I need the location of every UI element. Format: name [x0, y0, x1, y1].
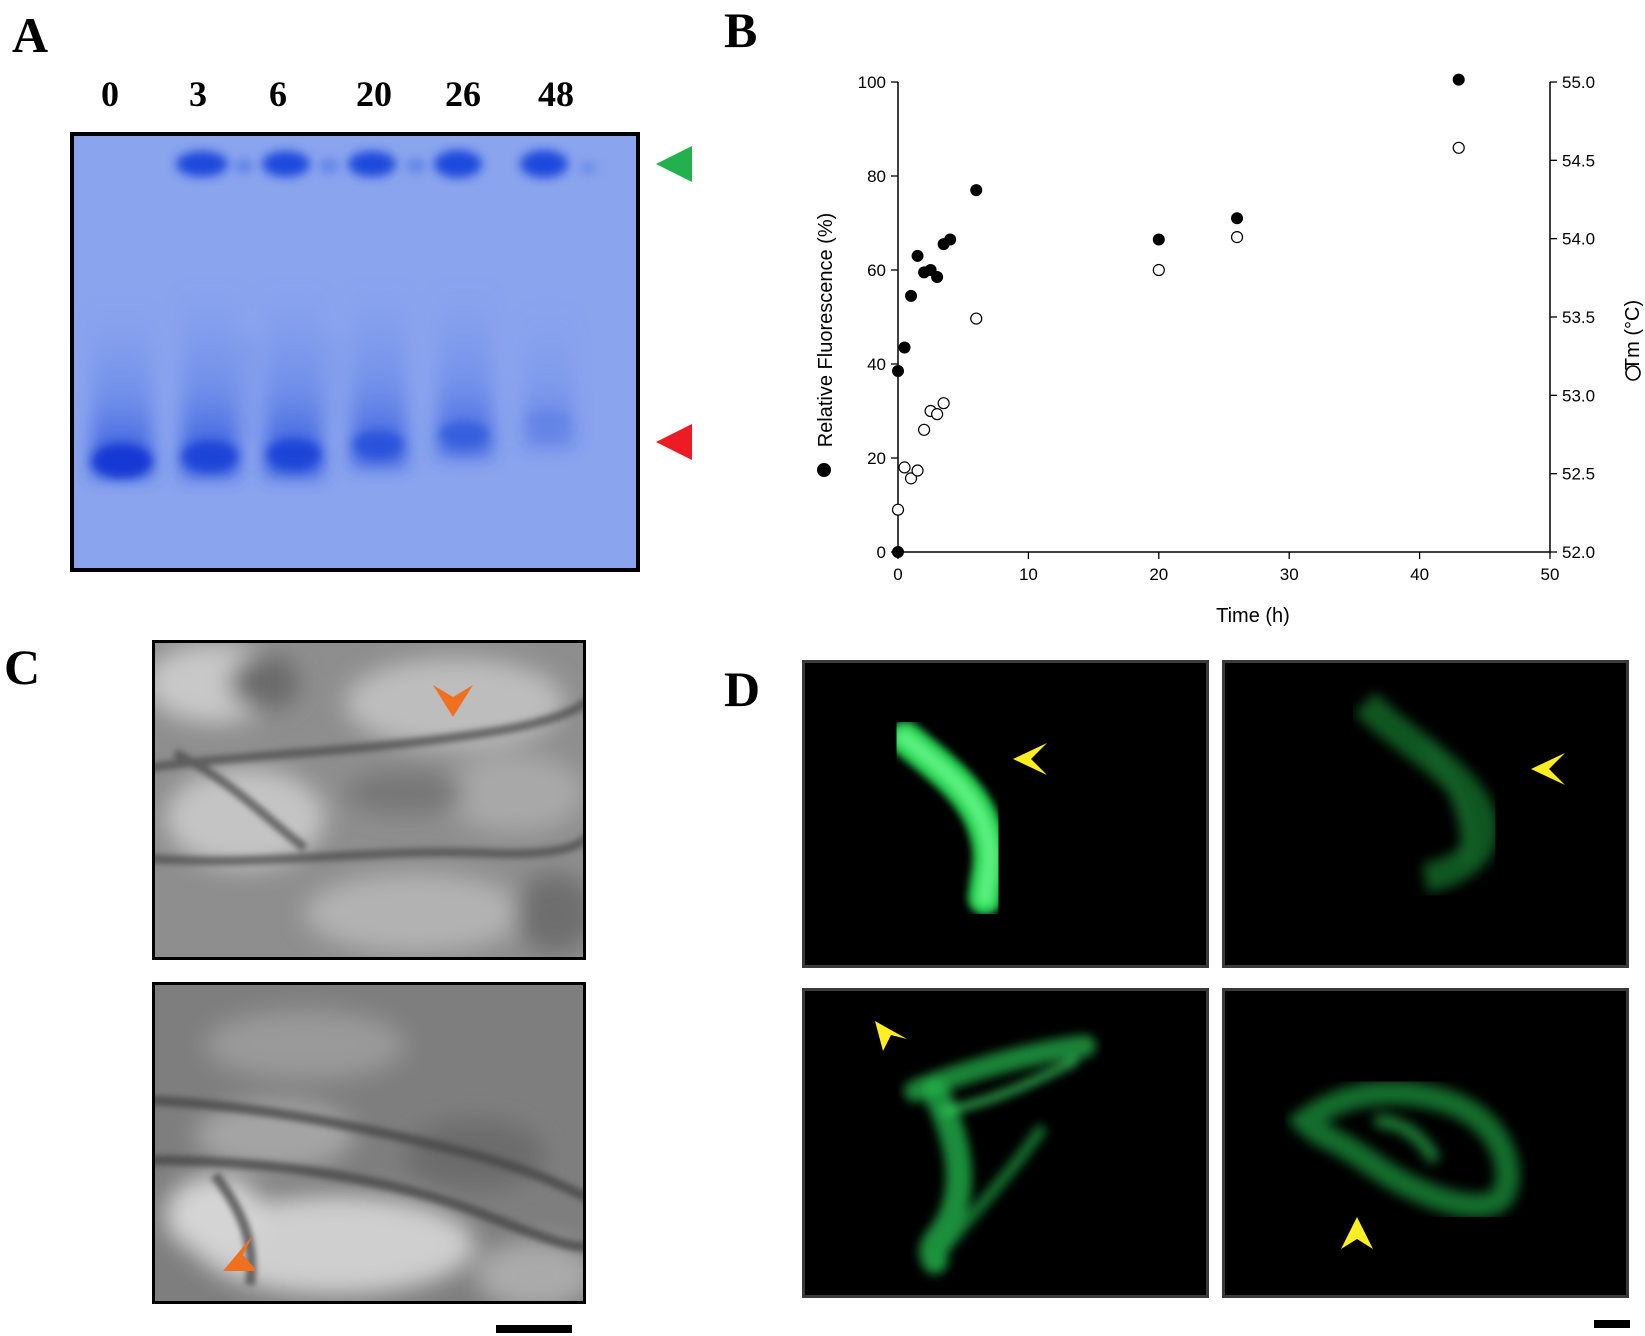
y-tick-label: 20 [867, 449, 886, 468]
x-tick-label: 0 [893, 565, 902, 584]
tem-image-top [152, 640, 586, 960]
upper-band-marker-icon [656, 146, 692, 182]
fibril-arrowhead-icon [433, 685, 473, 717]
fluorescence-data-point [944, 233, 957, 246]
lower-band-marker-icon [656, 424, 692, 460]
fluorescence-data-point [905, 289, 918, 302]
fluorescence-data-point [931, 271, 944, 284]
y-axis-legend-filled-circle-icon [817, 463, 831, 477]
gel-monomer-bands [92, 410, 570, 478]
lane-label-3: 3 [189, 74, 207, 114]
amyloid-arrowhead-icon [875, 1021, 907, 1051]
red-triangle-icon [656, 424, 692, 460]
fluorescence-image-bottom-left [802, 988, 1209, 1298]
lane-label-6: 6 [269, 74, 287, 114]
tm-data-point [898, 461, 911, 474]
y2-tick-label: 52.0 [1562, 543, 1595, 562]
fibril-arrowhead-icon [223, 1235, 257, 1271]
lane-label-20: 20 [356, 74, 392, 114]
tm-data-point [931, 408, 944, 421]
fluorescence-data-point [911, 249, 924, 262]
sds-page-gel-image [70, 132, 640, 572]
tm-data-point [970, 312, 983, 325]
y2-tick-label: 54.5 [1562, 151, 1595, 170]
fluorescence-image-top-right [1222, 660, 1629, 968]
y2-tick-label: 52.5 [1562, 465, 1595, 484]
fluorescence-image-top-left [802, 660, 1209, 968]
tm-data-point [904, 472, 918, 485]
fluorescence-data-point [1231, 212, 1244, 225]
y2-axis-title: Tm (°C) [1622, 300, 1644, 370]
tm-data-point [891, 503, 905, 516]
tem-image-bottom [152, 982, 586, 1304]
y2-axis-legend-open-circle-icon [1625, 365, 1641, 381]
fluorescence-data-point [892, 546, 904, 558]
panel-c-label: C [4, 639, 41, 695]
tm-data-point [911, 464, 924, 477]
y-tick-label: 80 [867, 167, 886, 186]
tm-data-point [1452, 141, 1465, 154]
panel-d-label: D [724, 661, 761, 717]
fluorescence-data-point [892, 365, 904, 378]
gel-top-bands [176, 150, 597, 178]
x-tick-label: 10 [1019, 565, 1038, 584]
y-tick-label: 0 [877, 543, 886, 562]
fluorescence-image-bottom-right [1222, 988, 1629, 1298]
y2-tick-label: 53.5 [1562, 308, 1595, 327]
tm-data-point [917, 423, 931, 436]
y2-tick-label: 53.0 [1562, 386, 1595, 405]
panel-d-scale-bar [1594, 1320, 1630, 1328]
lane-label-26: 26 [445, 74, 481, 114]
x-tick-label: 20 [1149, 565, 1168, 584]
x-tick-label: 40 [1410, 565, 1429, 584]
panel-b-label: B [724, 2, 758, 58]
fluorescence-data-point [898, 341, 911, 354]
amyloid-arrowhead-icon [1013, 743, 1047, 775]
x-tick-label: 30 [1280, 565, 1299, 584]
fluorescence-data-point [970, 184, 983, 197]
panel-a-label: A [12, 7, 49, 63]
fluorescence-data-point [1152, 233, 1165, 246]
lane-label-48: 48 [538, 74, 574, 114]
tm-data-point [1230, 231, 1244, 244]
amyloid-arrowhead-icon [1341, 1217, 1373, 1249]
y-tick-label: 100 [858, 73, 886, 92]
fluorescence-tm-scatter-chart: 0 10 20 30 40 50 0 20 40 60 80 100 52.0 52.5 53.0 53.5 5… [815, 73, 1644, 627]
tm-data-point [937, 397, 950, 410]
lane-label-0: 0 [101, 74, 119, 114]
fluorescence-data-point [1452, 73, 1465, 86]
chart-marks [891, 73, 1465, 558]
x-tick-label: 50 [1541, 565, 1560, 584]
y-tick-label: 60 [867, 261, 886, 280]
tm-data-point [1152, 263, 1165, 277]
green-triangle-icon [656, 146, 692, 182]
panel-c-scale-bar [496, 1325, 572, 1333]
chart-axes: 0 10 20 30 40 50 0 20 40 60 80 100 52.0 52.5 53.0 53.5 5… [858, 73, 1595, 584]
x-axis-title: Time (h) [1216, 605, 1290, 627]
y-tick-label: 40 [867, 355, 886, 374]
y2-tick-label: 55.0 [1562, 73, 1595, 92]
y-axis-title: Relative Fluorescence (%) [815, 213, 837, 448]
amyloid-arrowhead-icon [1531, 753, 1565, 785]
y2-tick-label: 54.0 [1562, 230, 1595, 249]
